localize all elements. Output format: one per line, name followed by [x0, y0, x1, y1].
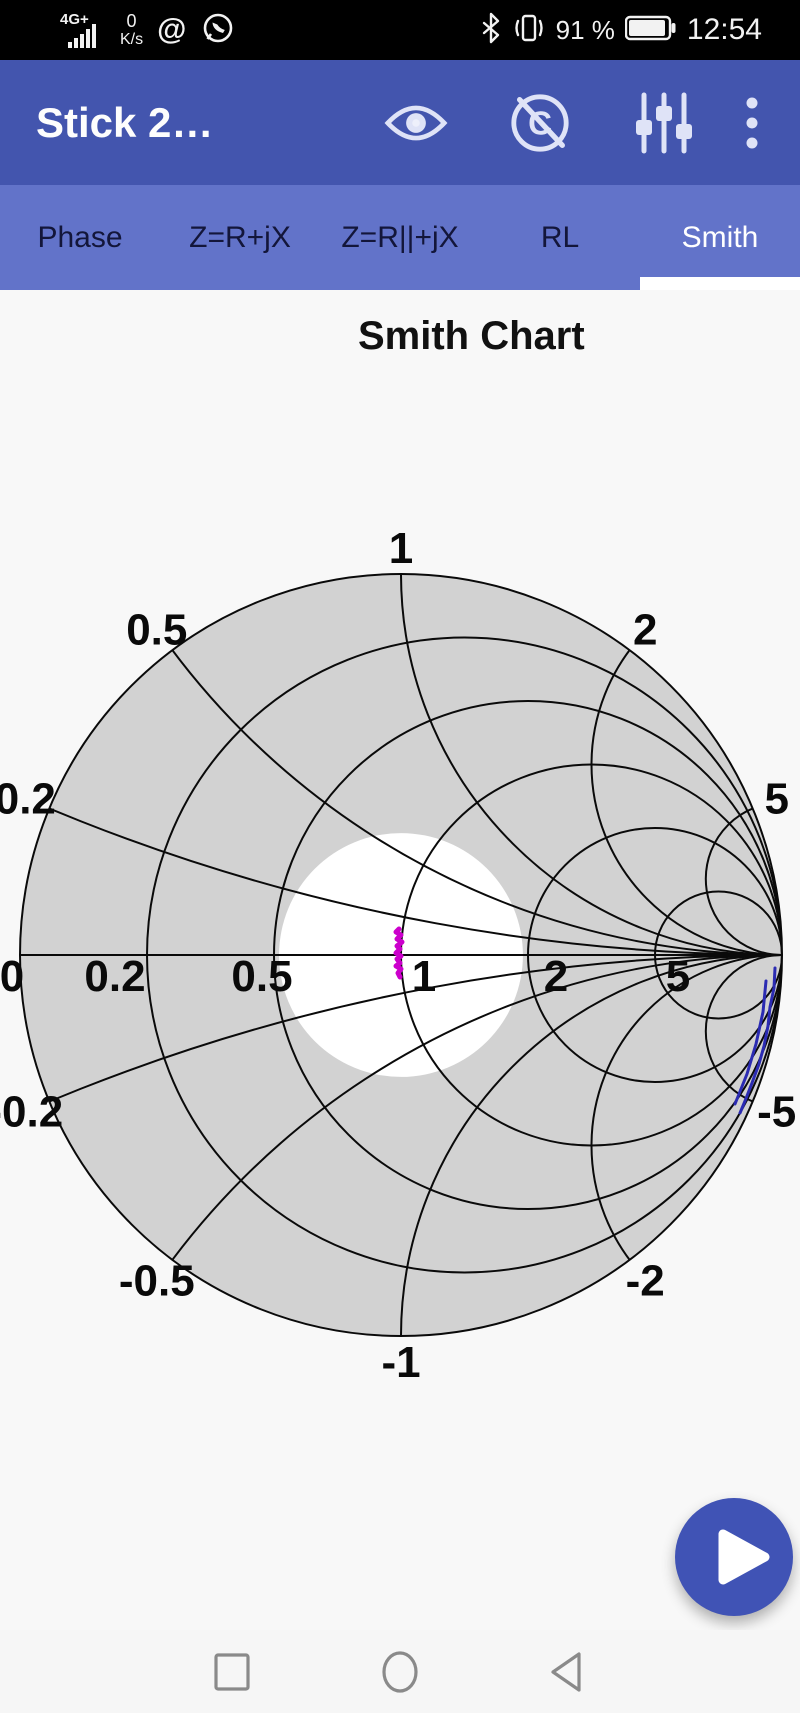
- play-icon: [718, 1529, 770, 1585]
- home-icon: [382, 1650, 418, 1693]
- signal-icon: 4G+: [60, 10, 106, 50]
- battery-percent-label: 91 %: [555, 14, 615, 45]
- chart-reactance-label: 5: [764, 774, 788, 823]
- chart-resistance-label: 0.2: [84, 952, 145, 1001]
- home-button[interactable]: [360, 1630, 440, 1713]
- back-button[interactable]: [528, 1630, 608, 1713]
- tab-z-r-jx[interactable]: Z=R||+jX: [341, 220, 459, 254]
- page-title: Smith Chart: [358, 314, 585, 358]
- chart-resistance-label: 0.5: [231, 952, 292, 1001]
- chart-reactance-label: 2: [633, 605, 657, 654]
- chart-reactance-label: 0.5: [126, 605, 187, 654]
- chart-reactance-label: -5: [757, 1088, 796, 1137]
- vibrate-icon: [512, 11, 546, 50]
- chart-reactance-label: -0.5: [119, 1257, 195, 1306]
- rim-reactive-trace: [733, 979, 768, 1106]
- equalizer-icon: [636, 92, 692, 153]
- recents-icon: [214, 1652, 250, 1691]
- chart-reactance-label: -0.2: [0, 1088, 63, 1137]
- visibility-button[interactable]: [384, 91, 448, 155]
- equalizer-button[interactable]: [632, 91, 696, 155]
- back-icon: [551, 1651, 581, 1692]
- chart-reactance-label: -2: [626, 1257, 665, 1306]
- battery-icon: [624, 14, 677, 47]
- overflow-menu-button[interactable]: [742, 91, 762, 155]
- chart-resistance-label: 2: [544, 952, 568, 1001]
- navigation-bar: [0, 1630, 800, 1713]
- run-sweep-fab[interactable]: [675, 1498, 793, 1616]
- tab-z-r-jx[interactable]: Z=R+jX: [189, 220, 291, 254]
- eye-icon: [384, 105, 448, 140]
- chart-resistance-label: 1: [412, 952, 436, 1001]
- bluetooth-icon: [480, 11, 502, 50]
- network-speed: 0 K/s: [120, 11, 144, 48]
- rim-reactive-trace: [738, 966, 777, 1115]
- tab-bar: Phase Z=R+jX Z=R||+jX RL Smith: [0, 185, 800, 290]
- tab-smith[interactable]: Smith: [681, 220, 759, 254]
- chart-resistance-label: 5: [666, 952, 690, 1001]
- clock-label: 12:54: [686, 13, 762, 46]
- overflow-menu-icon: [746, 97, 758, 148]
- toolbar: Stick 2… C: [0, 60, 800, 185]
- chart-resistance-label: 0: [0, 952, 24, 1001]
- status-bar: 4G+ 0 K/s @: [0, 0, 800, 60]
- tab-indicator: [640, 277, 800, 290]
- at-icon: @: [157, 13, 187, 46]
- whatsapp-icon: [200, 10, 236, 51]
- chart-reactance-label: 0.2: [0, 774, 56, 823]
- app-title: Stick 2…: [36, 98, 214, 146]
- recents-button[interactable]: [192, 1630, 272, 1713]
- calibration-off-button[interactable]: C: [508, 91, 572, 155]
- chart-reactance-label: -1: [381, 1338, 420, 1387]
- network-type-label: 4G+: [60, 11, 89, 28]
- calibration-off-icon: C: [511, 93, 569, 152]
- chart-reactance-label: 1: [389, 524, 413, 573]
- tab-phase[interactable]: Phase: [37, 220, 123, 254]
- matched-load-trace: [393, 926, 405, 980]
- tab-rl[interactable]: RL: [540, 220, 580, 254]
